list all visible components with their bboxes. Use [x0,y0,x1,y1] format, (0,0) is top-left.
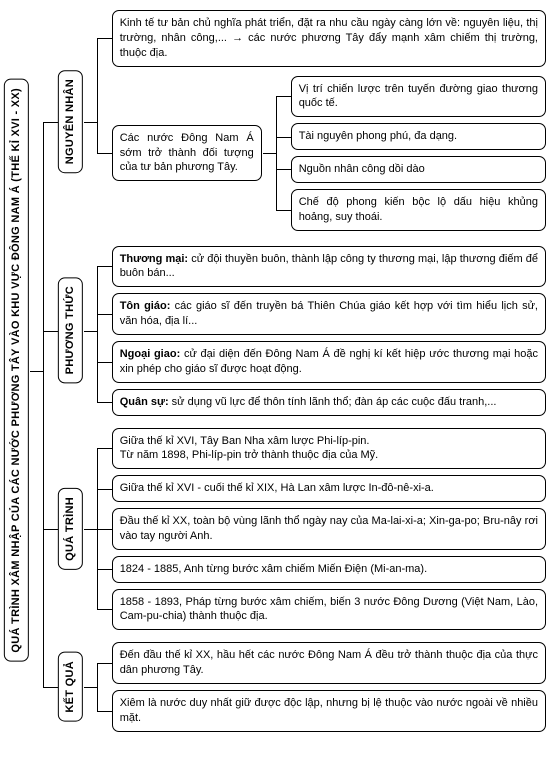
leaf-box: Đến đầu thế kỉ XX, hầu hết các nước Đông… [112,642,546,684]
branch-item: Ngoại giao: cử đại diện đến Đông Nam Á đ… [98,338,546,386]
diagram-root: QUÁ TRÌNH XÂM NHẬP CỦA CÁC NƯỚC PHƯƠNG T… [4,4,546,738]
branch-item: Quân sự: sử dụng vũ lực để thôn tính lãn… [98,386,546,419]
leaf-box: 1858 - 1893, Pháp từng bước xâm chiếm, b… [112,589,546,631]
section-2-bracket: Giữa thế kỉ XVI, Tây Ban Nha xâm lược Ph… [97,425,546,634]
section-row: PHƯƠNG THỨC Thương mại: cử đội thuyền buô… [58,243,546,419]
branch-item: Xiêm là nước duy nhất giữ được độc lập, … [98,687,546,735]
branch-item: Các nước Đông Nam Á sớm trở thành đối tư… [98,70,546,237]
section-label: PHƯƠNG THỨC [58,277,83,383]
section-0-bracket: Kinh tế tư bản chủ nghĩa phát triển, đặt… [97,7,546,237]
section-1-bracket: Thương mại: cử đội thuyền buôn, thành lậ… [97,243,546,419]
leaf-box: Quân sự: sử dụng vũ lực để thôn tính lãn… [112,389,546,416]
node-box: Các nước Đông Nam Á sớm trở thành đối tư… [112,125,262,182]
leaf-box: Xiêm là nước duy nhất giữ được độc lập, … [112,690,546,732]
section-row: QUÁ TRÌNH Giữa thế kỉ XVI, Tây Ban Nha xâ… [58,425,546,634]
leaf-box: Chế độ phong kiến bộc lộ dấu hiệu khủng … [291,189,546,231]
section-label: QUÁ TRÌNH [58,488,83,570]
branch-item: 1858 - 1893, Pháp từng bước xâm chiếm, b… [98,586,546,634]
branch-item: Đến đầu thế kỉ XX, hầu hết các nước Đông… [98,639,546,687]
section-item: NGUYÊN NHÂN Kinh tế tư bản chủ nghĩa phát… [44,4,546,240]
leaf-box: Vị trí chiến lược trên tuyến đường giao … [291,76,546,118]
section-item: PHƯƠNG THỨC Thương mại: cử đội thuyền buô… [44,240,546,422]
leaf-box: Thương mại: cử đội thuyền buôn, thành lậ… [112,246,546,288]
node-with-children: Các nước Đông Nam Á sớm trở thành đối tư… [112,73,546,234]
branch-item: 1824 - 1885, Anh từng bước xâm chiếm Miế… [98,553,546,586]
branch-item: Vị trí chiến lược trên tuyến đường giao … [277,73,546,121]
sub-bracket: Vị trí chiến lược trên tuyến đường giao … [276,73,546,234]
leaf-box: Kinh tế tư bản chủ nghĩa phát triển, đặt… [112,10,546,67]
branch-item: Chế độ phong kiến bộc lộ dấu hiệu khủng … [277,186,546,234]
leaf-box: 1824 - 1885, Anh từng bước xâm chiếm Miế… [112,556,546,583]
root-title: QUÁ TRÌNH XÂM NHẬP CỦA CÁC NƯỚC PHƯƠNG T… [4,79,29,662]
leaf-box: Đầu thế kỉ XX, toàn bộ vùng lãnh thổ ngà… [112,508,546,550]
section-3-bracket: Đến đầu thế kỉ XX, hầu hết các nước Đông… [97,639,546,734]
branch-item: Giữa thế kỉ XVI - cuối thế kỉ XIX, Hà La… [98,472,546,505]
root-bracket: NGUYÊN NHÂN Kinh tế tư bản chủ nghĩa phát… [43,4,546,738]
leaf-box: Nguồn nhân công dồi dào [291,156,546,183]
branch-item: Kinh tế tư bản chủ nghĩa phát triển, đặt… [98,7,546,70]
leaf-box: Ngoại giao: cử đại diện đến Đông Nam Á đ… [112,341,546,383]
leaf-box: Tài nguyên phong phú, đa dạng. [291,123,546,150]
leaf-box: Giữa thế kỉ XVI, Tây Ban Nha xâm lược Ph… [112,428,546,470]
leaf-box: Giữa thế kỉ XVI - cuối thế kỉ XIX, Hà La… [112,475,546,502]
branch-item: Đầu thế kỉ XX, toàn bộ vùng lãnh thổ ngà… [98,505,546,553]
branch-item: Tài nguyên phong phú, đa dạng. [277,120,546,153]
section-item: QUÁ TRÌNH Giữa thế kỉ XVI, Tây Ban Nha xâ… [44,422,546,637]
section-label: KẾT QUẢ [58,652,83,722]
section-label: NGUYÊN NHÂN [58,70,83,173]
leaf-box: Tôn giáo: các giáo sĩ đến truyền bá Thiê… [112,293,546,335]
branch-item: Nguồn nhân công dồi dào [277,153,546,186]
section-row: NGUYÊN NHÂN Kinh tế tư bản chủ nghĩa phát… [58,7,546,237]
branch-item: Tôn giáo: các giáo sĩ đến truyền bá Thiê… [98,290,546,338]
section-item: KẾT QUẢ Đến đầu thế kỉ XX, hầu hết các nư… [44,636,546,737]
branch-item: Thương mại: cử đội thuyền buôn, thành lậ… [98,243,546,291]
branch-item: Giữa thế kỉ XVI, Tây Ban Nha xâm lược Ph… [98,425,546,473]
section-row: KẾT QUẢ Đến đầu thế kỉ XX, hầu hết các nư… [58,639,546,734]
